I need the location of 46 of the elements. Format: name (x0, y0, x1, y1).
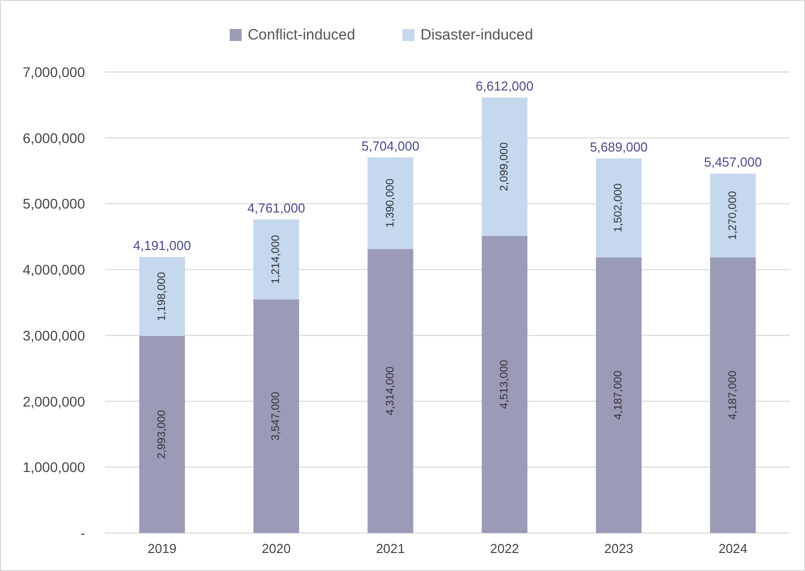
x-tick-label: 2019 (148, 541, 177, 556)
data-label: 3,547,000 (270, 392, 282, 441)
bar (368, 157, 414, 249)
y-tick-label: 2,000,000 (22, 393, 86, 410)
x-tick-label: 2022 (490, 541, 520, 556)
data-label: 2,099,000 (498, 142, 511, 192)
x-tick-label: 2020 (262, 541, 291, 556)
data-label: 1,502,000 (612, 183, 625, 232)
total-label: 5,457,000 (704, 154, 762, 170)
y-tick-label: 3,000,000 (22, 327, 86, 344)
data-label: 2,993,000 (156, 410, 168, 459)
y-tick-label: 5,000,000 (22, 196, 86, 212)
legend-label: Conflict-induced (248, 26, 356, 44)
total-label: 4,191,000 (133, 238, 192, 253)
bar (710, 174, 756, 258)
y-tick-label: 1,000,000 (22, 459, 86, 476)
total-label: 4,761,000 (247, 200, 306, 216)
bar (710, 257, 756, 533)
bar (596, 257, 642, 533)
data-label: 1,390,000 (384, 178, 396, 228)
legend-label: Disaster-induced (420, 26, 534, 44)
data-label: 4,187,000 (726, 370, 739, 420)
x-tick-label: 2021 (376, 541, 405, 556)
total-label: 5,689,000 (590, 139, 648, 154)
bar (253, 219, 300, 300)
data-label: 4,513,000 (498, 360, 511, 409)
bar (139, 256, 185, 336)
bar (596, 158, 642, 258)
y-tick-label: 4,000,000 (22, 262, 86, 278)
data-label: 1,270,000 (726, 190, 739, 240)
x-tick-label: 2023 (604, 541, 634, 556)
bar (482, 236, 528, 533)
data-label: 1,214,000 (270, 234, 282, 284)
data-label: 1,198,000 (156, 272, 168, 321)
y-tick-label: 6,000,000 (22, 130, 86, 146)
total-label: 6,612,000 (476, 78, 534, 94)
bar (482, 98, 528, 236)
data-label: 4,314,000 (384, 366, 396, 416)
bar (139, 336, 185, 533)
y-tick-label: - (80, 525, 86, 541)
bar (368, 248, 414, 533)
bar (253, 299, 300, 533)
x-tick-label: 2024 (718, 541, 748, 556)
y-tick-label: 7,000,000 (22, 64, 86, 80)
data-label: 4,187,000 (612, 370, 625, 420)
total-label: 5,704,000 (361, 138, 420, 154)
